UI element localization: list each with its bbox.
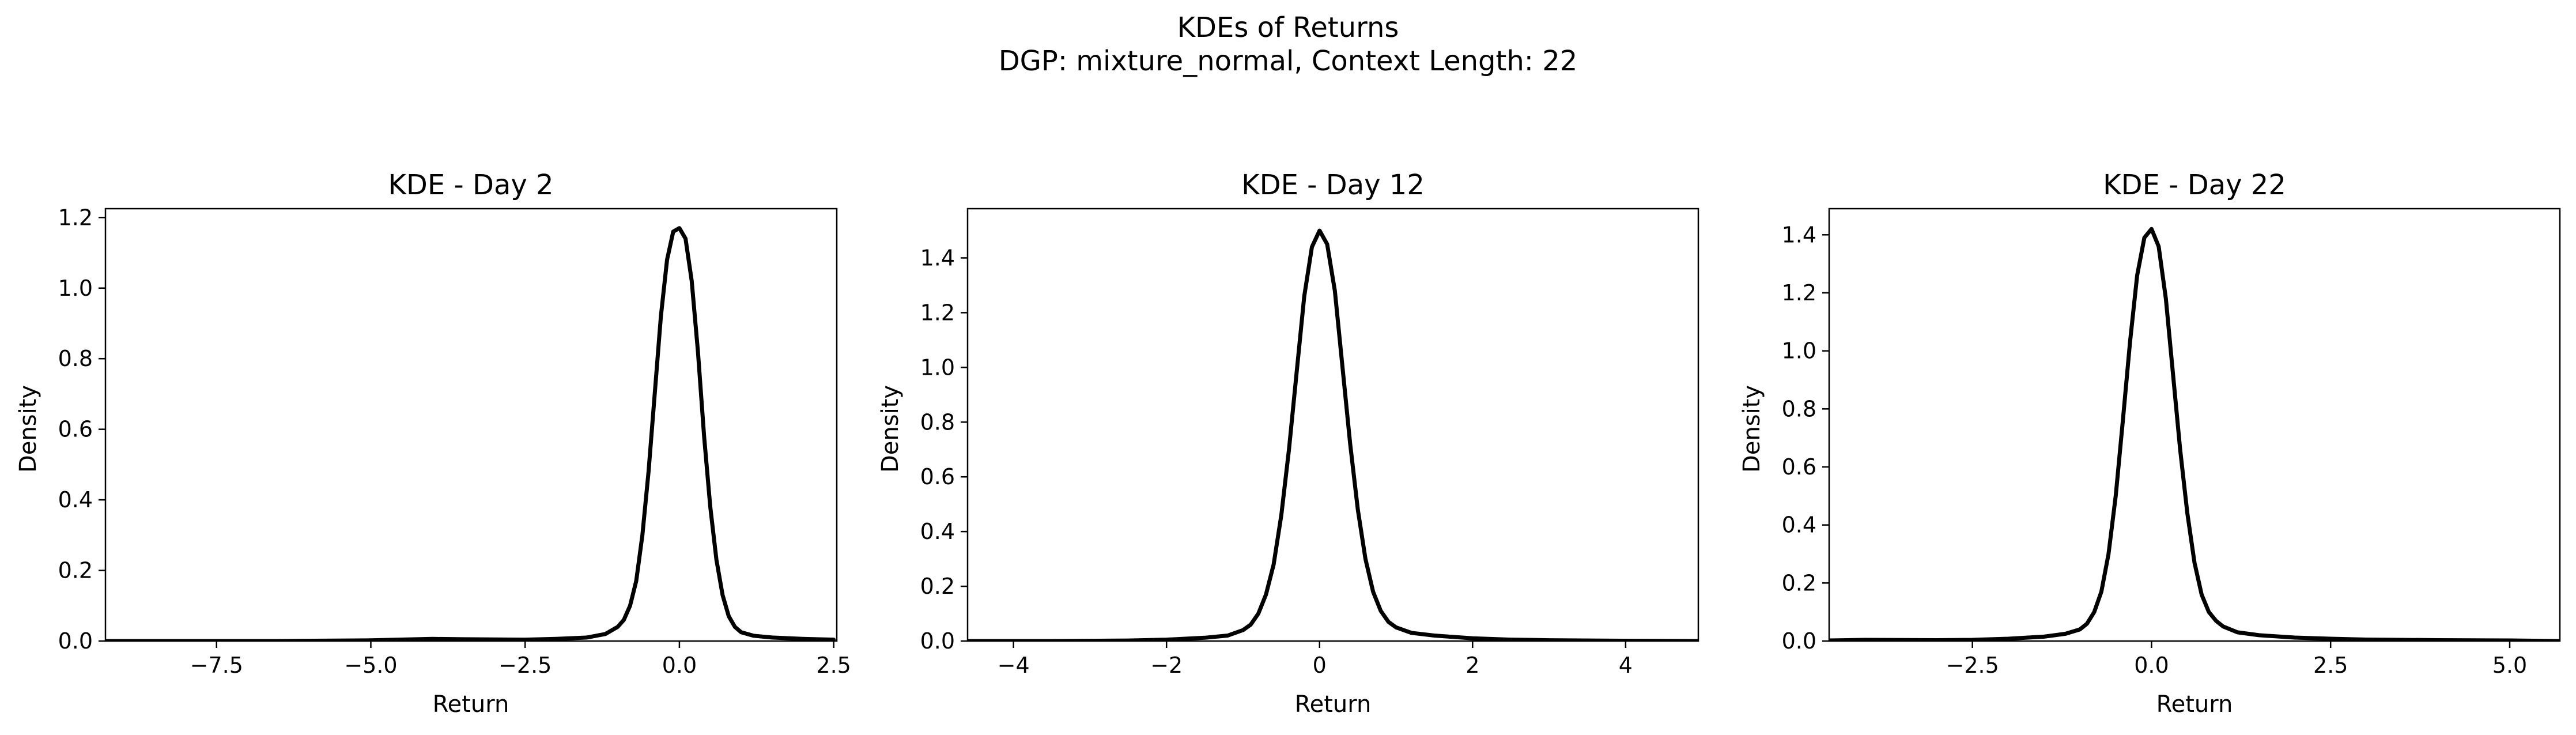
y-tick-label: 1.0 xyxy=(1782,338,1816,364)
x-tick-label: 0.0 xyxy=(2134,653,2169,678)
x-tick-label: −5.0 xyxy=(344,653,397,678)
y-tick-label: 0.2 xyxy=(1782,570,1816,595)
subplot-title: KDE - Day 12 xyxy=(1241,169,1425,201)
subplot-title: KDE - Day 2 xyxy=(388,169,553,201)
y-tick-label: 1.0 xyxy=(920,355,955,380)
x-tick-label: −7.5 xyxy=(190,653,243,678)
x-tick-label: 0 xyxy=(1313,653,1327,678)
plot-frame xyxy=(966,208,1699,642)
y-tick-label: 1.2 xyxy=(1782,280,1816,306)
y-tick-label: 0.8 xyxy=(58,346,93,371)
y-tick-label: 0.0 xyxy=(1782,628,1816,654)
subplot-day-22: KDE - Day 22 Return Density −2.5 0.0 2.5 5.… xyxy=(1739,169,2561,718)
y-tick-label: 1.0 xyxy=(58,276,93,301)
plot-frame xyxy=(104,208,838,642)
y-tick-label: 0.4 xyxy=(1782,512,1816,538)
x-axis-label: Return xyxy=(1295,691,1372,718)
subplot-day-12: KDE - Day 12 Return Density −4 −2 0 2 4 0.0 0.… xyxy=(877,169,1699,718)
figure-subtitle: DGP: mixture_normal, Context Length: 22 xyxy=(999,45,1578,77)
subplot-title: KDE - Day 22 xyxy=(2103,169,2286,201)
y-tick-label: 0.2 xyxy=(58,558,93,583)
x-axis-label: Return xyxy=(433,691,509,718)
y-tick-label: 1.4 xyxy=(920,245,955,270)
kde-line xyxy=(105,226,836,641)
y-axis-label: Density xyxy=(1739,385,1765,473)
y-tick-label: 0.6 xyxy=(58,417,93,442)
y-axis-label: Density xyxy=(877,385,904,473)
x-tick-label: −2.5 xyxy=(1946,653,1999,678)
kde-line xyxy=(968,228,1698,641)
x-tick-label: 2 xyxy=(1465,653,1479,678)
y-tick-label: 1.2 xyxy=(58,205,93,230)
y-tick-label: 0.6 xyxy=(920,464,955,489)
y-tick-label: 0.4 xyxy=(920,519,955,544)
x-tick-label: −2 xyxy=(1150,653,1183,678)
x-axis-label: Return xyxy=(2156,691,2233,718)
x-tick-label: 4 xyxy=(1619,653,1633,678)
plot-frame xyxy=(1828,208,2561,642)
subplot-day-2: KDE - Day 2 Return Density −7.5 −5.0 −2.5 0… xyxy=(15,169,851,718)
y-tick-label: 0.0 xyxy=(58,628,93,654)
x-tick-label: −2.5 xyxy=(498,653,552,678)
y-tick-label: 0.0 xyxy=(920,628,955,654)
y-tick-label: 0.6 xyxy=(1782,454,1816,480)
y-tick-label: 0.2 xyxy=(920,574,955,599)
y-tick-label: 0.4 xyxy=(58,487,93,512)
y-tick-label: 0.8 xyxy=(920,409,955,435)
figure-title: KDEs of Returns xyxy=(1177,12,1399,44)
x-tick-label: 2.5 xyxy=(816,653,851,678)
y-tick-label: 1.4 xyxy=(1782,222,1816,247)
kde-line xyxy=(1829,227,2560,641)
x-tick-label: 5.0 xyxy=(2492,653,2527,678)
y-tick-label: 1.2 xyxy=(920,300,955,325)
x-tick-label: 0.0 xyxy=(662,653,697,678)
y-tick-label: 0.8 xyxy=(1782,396,1816,421)
y-axis-label: Density xyxy=(15,385,41,473)
x-tick-label: −4 xyxy=(998,653,1030,678)
x-tick-label: 2.5 xyxy=(2313,653,2348,678)
